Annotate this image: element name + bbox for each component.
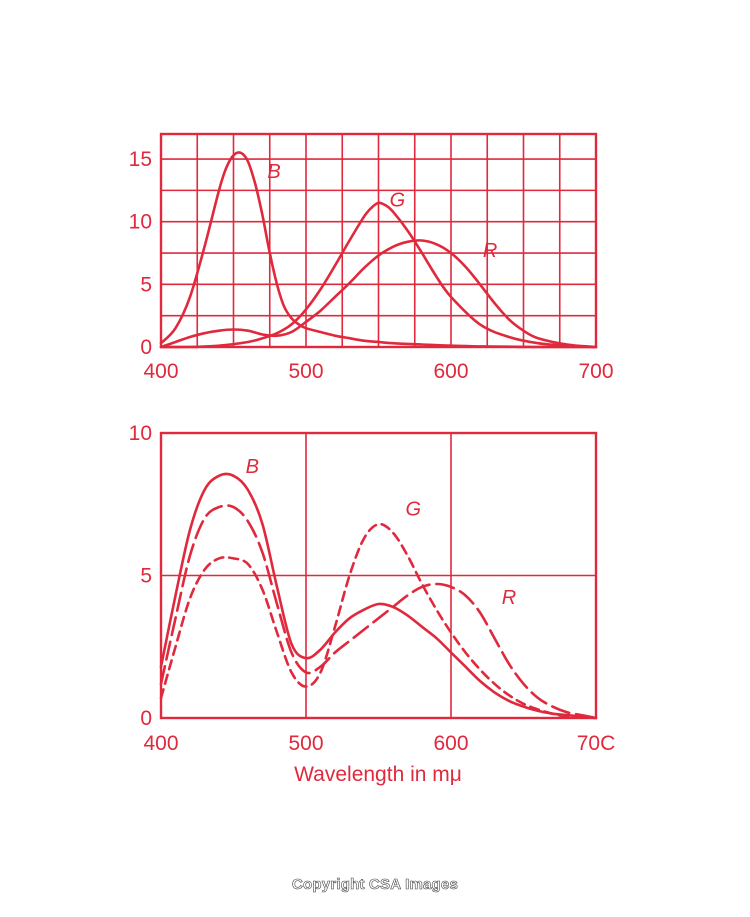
bottom-chart-frame bbox=[159, 431, 598, 720]
bottom-chart-ytick-label: 10 bbox=[129, 422, 152, 445]
top-chart-xtick-label: 400 bbox=[143, 360, 178, 383]
top-chart-label-g: G bbox=[390, 190, 406, 212]
top-chart-label-b: B bbox=[267, 161, 280, 183]
top-chart-ytick-label: 5 bbox=[140, 273, 152, 296]
top-chart-label-r: R bbox=[483, 240, 497, 262]
bottom-chart-series-b-line bbox=[159, 472, 598, 720]
top-chart-frame bbox=[159, 132, 598, 349]
bottom-chart-x-axis-label: Wavelength in mμ bbox=[294, 763, 462, 786]
top-chart-ytick-label: 10 bbox=[129, 211, 152, 234]
top-chart-ytick-label: 0 bbox=[140, 336, 152, 359]
bottom-chart-series-unlabeled-1-line bbox=[159, 504, 598, 720]
bottom-chart-xtick-label: 70C bbox=[577, 732, 616, 755]
bottom-chart-label-g: G bbox=[406, 499, 422, 521]
bottom-chart-label-b: B bbox=[246, 456, 259, 478]
bottom-chart-ytick-label: 0 bbox=[140, 707, 152, 730]
bottom-chart-series-g-line bbox=[159, 522, 598, 720]
top-chart-xtick-label: 600 bbox=[433, 360, 468, 383]
top-chart-xtick-label: 500 bbox=[288, 360, 323, 383]
bottom-chart-ytick-label: 5 bbox=[140, 565, 152, 588]
bottom-chart-xtick-label: 400 bbox=[143, 732, 178, 755]
top-chart-xtick-label: 700 bbox=[578, 360, 613, 383]
top-chart-ytick-label: 15 bbox=[129, 148, 152, 171]
bottom-chart-label-r: R bbox=[502, 587, 516, 609]
copyright-credit: Copyright CSA Images bbox=[292, 876, 458, 894]
bottom-chart-xtick-label: 600 bbox=[433, 732, 468, 755]
bottom-chart-xtick-label: 500 bbox=[288, 732, 323, 755]
top-chart-series-g-line bbox=[159, 201, 598, 349]
top-chart-series-r-line bbox=[159, 239, 598, 349]
